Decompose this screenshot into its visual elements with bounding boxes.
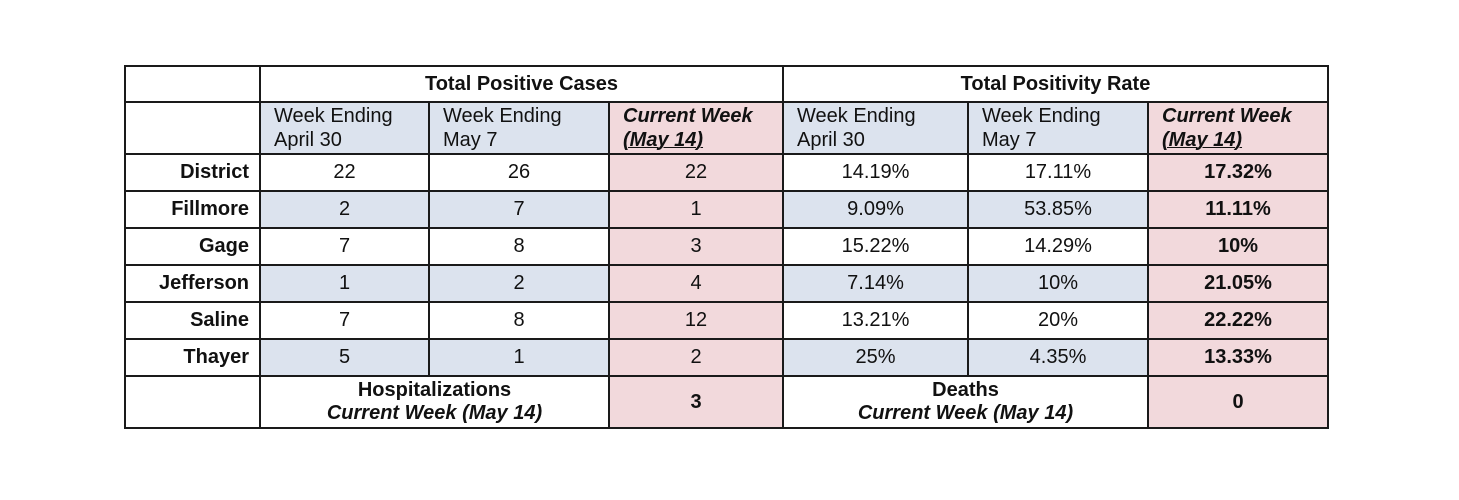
table-cell: 7 — [259, 301, 430, 340]
table-cell: 4 — [608, 264, 784, 303]
table-cell: 22 — [608, 153, 784, 192]
subheader-line2: April 30 — [274, 129, 342, 151]
table-cell: 10% — [967, 264, 1149, 303]
footer-blank-cell — [124, 375, 261, 429]
table-cell: 22 — [259, 153, 430, 192]
table-cell: 9.09% — [782, 190, 969, 229]
table-cell: 17.32% — [1147, 153, 1329, 192]
cases-week-ending-april-30-header: Week Ending April 30 — [259, 101, 430, 155]
row-label-fillmore: Fillmore — [124, 190, 261, 229]
table-cell: 7 — [428, 190, 610, 229]
table-cell: 14.29% — [967, 227, 1149, 266]
table-cell: 8 — [428, 227, 610, 266]
subheader-line2: May 7 — [443, 129, 498, 151]
table-cell: 1 — [608, 190, 784, 229]
row-label-jefferson: Jefferson — [124, 264, 261, 303]
deaths-subtitle: Current Week (May 14) — [857, 402, 1074, 424]
total-positive-cases-header: Total Positive Cases — [259, 65, 784, 103]
table-cell: 10% — [1147, 227, 1329, 266]
table-cell: 2 — [259, 190, 430, 229]
table-cell: 15.22% — [782, 227, 969, 266]
table-cell: 2 — [428, 264, 610, 303]
hospitalizations-label: Hospitalizations Current Week (May 14) — [259, 375, 610, 429]
cases-week-ending-may-7-header: Week Ending May 7 — [428, 101, 610, 155]
deaths-value: 0 — [1147, 375, 1329, 429]
row-label-gage: Gage — [124, 227, 261, 266]
table-row: Fillmore 2 7 1 9.09% 53.85% 11.11% — [124, 190, 1329, 229]
subheader-line2: (May 14) — [1162, 129, 1243, 151]
rate-week-ending-may-7-header: Week Ending May 7 — [967, 101, 1149, 155]
table-cell: 13.33% — [1147, 338, 1329, 377]
rate-current-week-header: Current Week (May 14) — [1147, 101, 1329, 155]
table-row: District 22 26 22 14.19% 17.11% 17.32% — [124, 153, 1329, 192]
subheader-line2: (May 14) — [623, 129, 704, 151]
table-cell: 7.14% — [782, 264, 969, 303]
group-header-row: Total Positive Cases Total Positivity Ra… — [124, 65, 1329, 103]
table-row: Jefferson 1 2 4 7.14% 10% 21.05% — [124, 264, 1329, 303]
subheader-line1: Week Ending — [797, 105, 916, 127]
table-cell: 13.21% — [782, 301, 969, 340]
corner-cell-sub — [124, 101, 261, 155]
hospitalizations-subtitle: Current Week (May 14) — [326, 402, 543, 424]
corner-cell — [124, 65, 261, 103]
subheader-line1: Current Week — [623, 105, 753, 127]
covid-summary-table: Total Positive Cases Total Positivity Ra… — [124, 65, 1329, 429]
cases-current-week-header: Current Week (May 14) — [608, 101, 784, 155]
table-cell: 1 — [259, 264, 430, 303]
deaths-label: Deaths Current Week (May 14) — [782, 375, 1149, 429]
table-cell: 7 — [259, 227, 430, 266]
subheader-line1: Week Ending — [443, 105, 562, 127]
table-cell: 11.11% — [1147, 190, 1329, 229]
table-cell: 26 — [428, 153, 610, 192]
table-cell: 17.11% — [967, 153, 1149, 192]
deaths-title: Deaths — [932, 379, 999, 401]
table-cell: 12 — [608, 301, 784, 340]
table-cell: 3 — [608, 227, 784, 266]
table-cell: 22.22% — [1147, 301, 1329, 340]
table-row: Saline 7 8 12 13.21% 20% 22.22% — [124, 301, 1329, 340]
table-cell: 8 — [428, 301, 610, 340]
subheader-line2: April 30 — [797, 129, 865, 151]
row-label-thayer: Thayer — [124, 338, 261, 377]
footer-row: Hospitalizations Current Week (May 14) 3… — [124, 375, 1329, 429]
hospitalizations-value: 3 — [608, 375, 784, 429]
total-positivity-rate-header: Total Positivity Rate — [782, 65, 1329, 103]
subheader-line1: Week Ending — [274, 105, 393, 127]
table-row: Thayer 5 1 2 25% 4.35% 13.33% — [124, 338, 1329, 377]
table-cell: 25% — [782, 338, 969, 377]
subheader-line1: Week Ending — [982, 105, 1101, 127]
sub-header-row: Week Ending April 30 Week Ending May 7 C… — [124, 101, 1329, 155]
table-cell: 1 — [428, 338, 610, 377]
table-cell: 2 — [608, 338, 784, 377]
subheader-line2: May 7 — [982, 129, 1037, 151]
row-label-district: District — [124, 153, 261, 192]
table-cell: 5 — [259, 338, 430, 377]
table-row: Gage 7 8 3 15.22% 14.29% 10% — [124, 227, 1329, 266]
row-label-saline: Saline — [124, 301, 261, 340]
table-cell: 14.19% — [782, 153, 969, 192]
table-cell: 21.05% — [1147, 264, 1329, 303]
subheader-line1: Current Week — [1162, 105, 1292, 127]
hospitalizations-title: Hospitalizations — [357, 379, 512, 401]
table-cell: 20% — [967, 301, 1149, 340]
rate-week-ending-april-30-header: Week Ending April 30 — [782, 101, 969, 155]
table-cell: 4.35% — [967, 338, 1149, 377]
table-cell: 53.85% — [967, 190, 1149, 229]
